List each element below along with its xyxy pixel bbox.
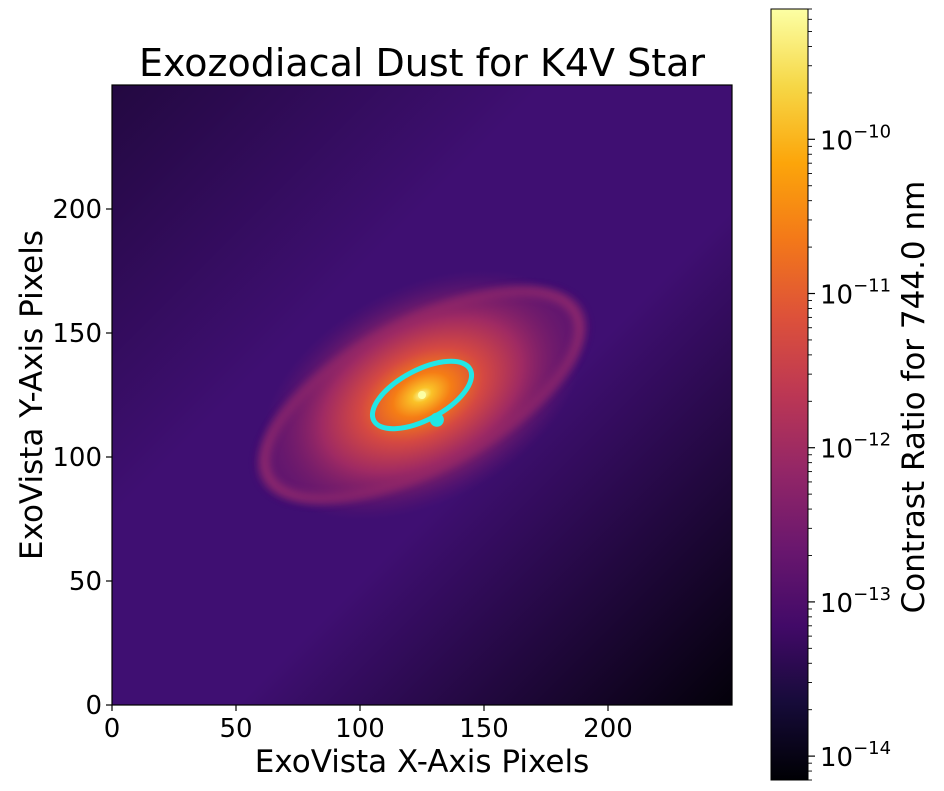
y-tick-label: 150 (52, 319, 102, 349)
y-tick-label: 100 (52, 443, 102, 473)
y-axis-label: ExoVista Y-Axis Pixels (14, 230, 50, 560)
x-tick-label: 100 (335, 714, 385, 744)
x-axis-label: ExoVista X-Axis Pixels (255, 744, 589, 780)
star-core (418, 391, 426, 399)
colorbar-tick-label: 10−11 (820, 276, 891, 311)
x-tick-label: 50 (219, 714, 252, 744)
colorbar-label: Contrast Ratio for 744.0 nm (896, 181, 932, 614)
plot-frame (111, 84, 733, 706)
colorbar-tick-label: 10−13 (820, 584, 891, 619)
colorbar (770, 8, 809, 781)
colorbar-tick-label: 10−14 (820, 738, 891, 773)
y-tick-label: 50 (69, 567, 102, 597)
y-tick-label: 0 (85, 691, 102, 721)
x-axis-ticks: 0 50 100 150 200 (104, 705, 633, 744)
x-tick-label: 200 (583, 714, 633, 744)
colorbar-tick-label: 10−12 (820, 430, 891, 465)
y-tick-label: 200 (52, 195, 102, 225)
colorbar-ticks: 10−14 10−13 10−12 10−11 10−10 (808, 8, 891, 781)
y-axis-ticks: 0 50 100 150 200 (52, 195, 112, 721)
x-tick-label: 0 (104, 714, 121, 744)
plot-area (112, 85, 732, 705)
chart-title: Exozodiacal Dust for K4V Star (139, 41, 705, 85)
planet-marker (429, 412, 444, 427)
colorbar-tick-label: 10−10 (820, 121, 891, 156)
x-tick-label: 150 (459, 714, 509, 744)
